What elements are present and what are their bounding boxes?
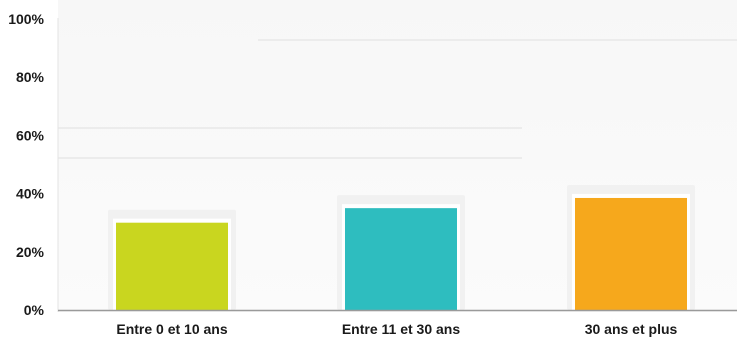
bar: [116, 222, 228, 310]
y-tick-label: 0%: [24, 302, 45, 318]
y-tick-label: 80%: [16, 69, 45, 85]
x-category-label: Entre 0 et 10 ans: [116, 321, 227, 337]
x-axis-labels: Entre 0 et 10 ans Entre 11 et 30 ans 30 an…: [116, 321, 677, 337]
bars: [108, 184, 695, 310]
x-category-label: Entre 11 et 30 ans: [342, 321, 461, 337]
y-tick-label: 100%: [8, 11, 44, 27]
y-tick-label: 40%: [16, 186, 45, 202]
x-category-label: 30 ans et plus: [585, 321, 678, 337]
y-tick-label: 60%: [16, 127, 45, 143]
bar: [575, 197, 687, 310]
y-tick-label: 20%: [16, 244, 45, 260]
bar: [345, 208, 457, 310]
y-axis-ticks: 0% 20% 40% 60% 80% 100%: [8, 11, 44, 318]
background-bands: [58, 39, 737, 159]
